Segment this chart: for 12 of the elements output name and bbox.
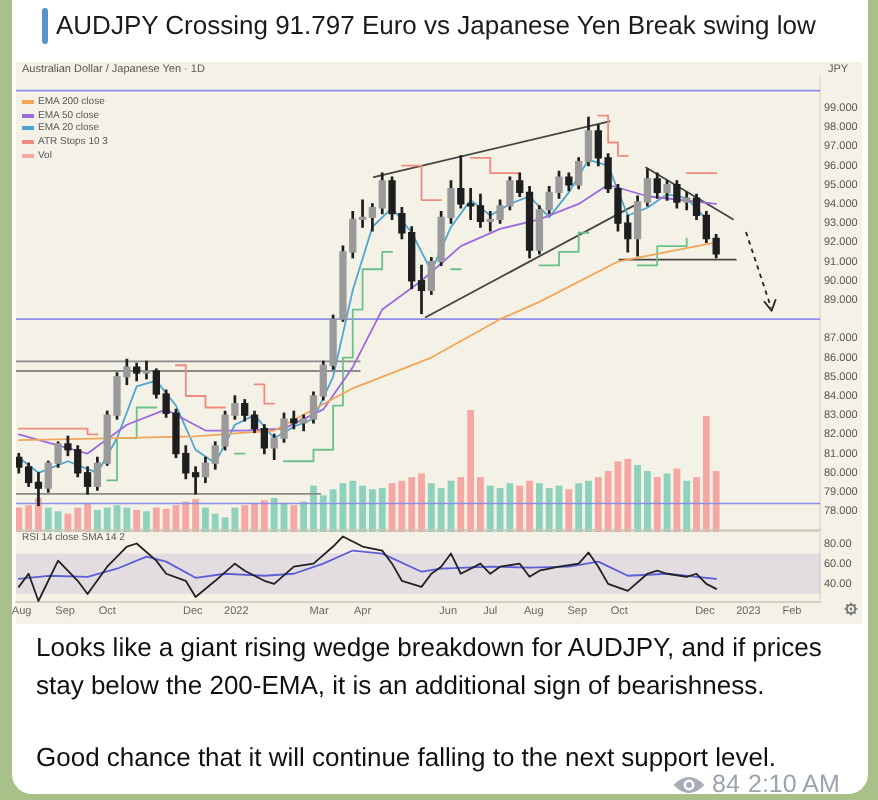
- bar: [673, 468, 681, 532]
- text: Looks like a giant rising wedge breakdown for AUDJPY, and if prices stay below the 200-EMA, it is an additional sign of bearishness.: [36, 630, 824, 704]
- bar: [565, 489, 573, 532]
- bar: [133, 510, 141, 532]
- bar: [290, 505, 298, 532]
- text: Good chance that it will continue falling to the next support level.: [36, 740, 778, 774]
- text: 84: [712, 770, 740, 798]
- text: 2:10 AM: [748, 770, 840, 798]
- chart-title: AUDJPY Crossing 91.797 Euro vs Japanese Yen Break swing low: [56, 8, 816, 44]
- bar: [653, 477, 661, 532]
- bar: [143, 511, 150, 532]
- bar: [683, 480, 691, 532]
